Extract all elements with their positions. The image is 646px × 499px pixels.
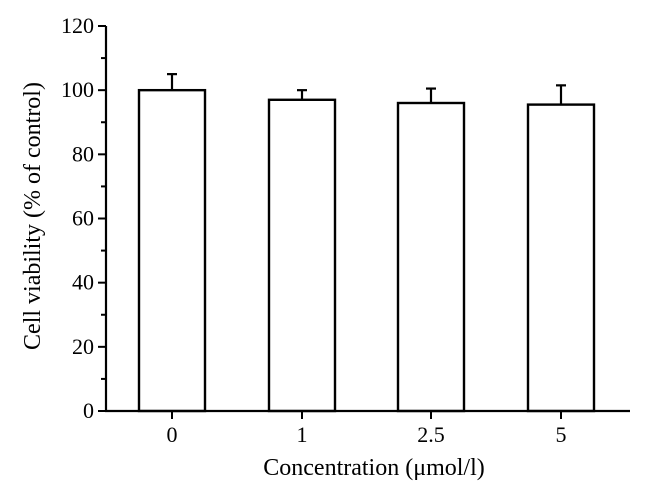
y-tick-label-80: 80 — [72, 141, 94, 166]
y-tick-label-40: 40 — [72, 270, 94, 295]
y-tick-label-120: 120 — [61, 13, 94, 38]
x-tick-label-5: 5 — [556, 422, 567, 447]
x-tick-label-2.5: 2.5 — [417, 422, 445, 447]
bar-1 — [267, 98, 337, 413]
y-axis-title: Cell viability (% of control) — [20, 82, 46, 350]
y-tick-label-0: 0 — [83, 398, 94, 423]
plot-area: 0 1 2.5 5 0 20 40 60 80 100 120 — [61, 13, 630, 447]
y-tick-label-20: 20 — [72, 334, 94, 359]
x-axis-title: Concentration (μmol/l) — [263, 455, 484, 481]
y-tick-label-100: 100 — [61, 77, 94, 102]
x-tick-label-1: 1 — [297, 422, 308, 447]
bar-5 — [526, 103, 596, 413]
bar-0 — [137, 88, 207, 413]
x-tick-label-0: 0 — [167, 422, 178, 447]
bar-2.5 — [396, 101, 466, 413]
y-tick-label-60: 60 — [72, 206, 94, 231]
